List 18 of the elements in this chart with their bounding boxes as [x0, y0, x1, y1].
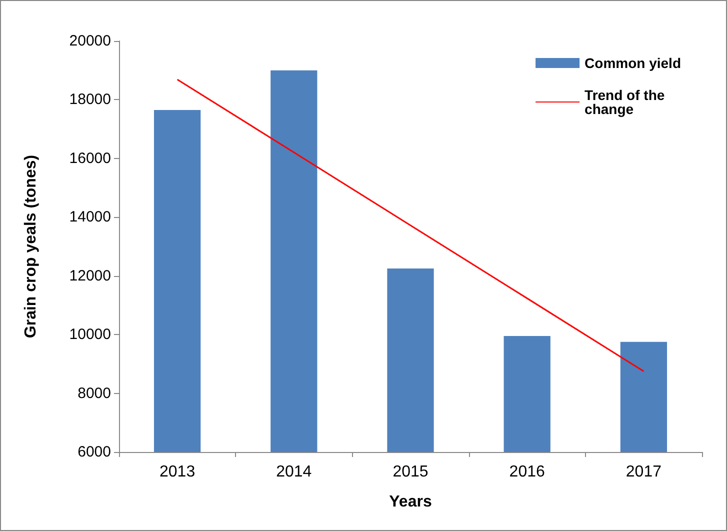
x-tick-label: 2013 — [160, 464, 196, 480]
legend-label: Common yield — [584, 55, 682, 71]
y-axis-title: Grain crop yeals (tones) — [22, 154, 40, 338]
legend-label: Trend of the change — [584, 87, 669, 117]
y-tick-label: 16000 — [69, 150, 111, 167]
x-tick-label: 2017 — [626, 464, 662, 480]
x-tick-label: 2014 — [276, 464, 312, 480]
y-tick-label: 12000 — [69, 267, 111, 284]
y-tick-label: 6000 — [78, 444, 111, 460]
x-tick-label: 2015 — [392, 464, 428, 480]
line-series — [176, 78, 644, 372]
x-axis-title: Years — [389, 494, 432, 510]
y-tick-label: 10000 — [69, 326, 111, 344]
x-tick-label: 2016 — [509, 464, 545, 480]
y-tick-label: 14000 — [69, 208, 111, 226]
y-tick-label: 18000 — [69, 91, 111, 108]
y-tick-label: 8000 — [78, 384, 111, 402]
y-tick-label: 20000 — [69, 32, 111, 50]
